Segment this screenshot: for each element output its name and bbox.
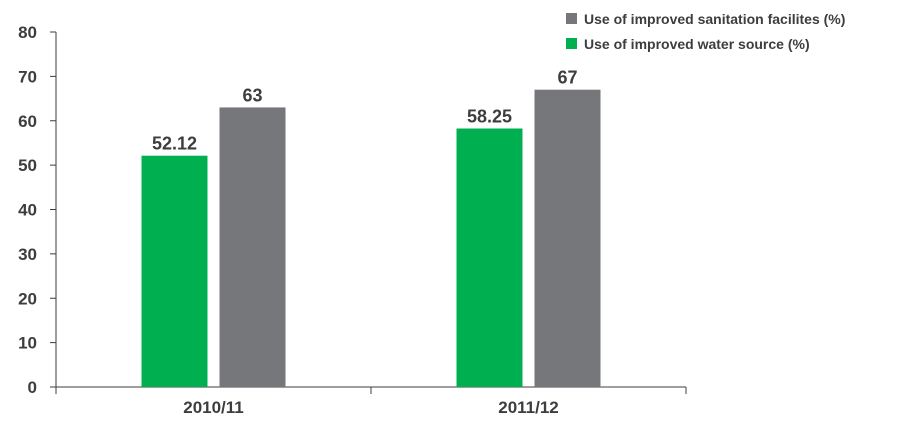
y-tick-label: 20 — [18, 289, 37, 308]
y-tick-label: 10 — [18, 334, 37, 353]
y-tick-label: 30 — [18, 245, 37, 264]
y-tick-label: 70 — [18, 67, 37, 86]
legend-label: Use of improved water source (%) — [584, 36, 810, 52]
legend-label: Use of improved sanitation facilites (%) — [584, 11, 845, 27]
legend-swatch — [566, 13, 577, 24]
y-tick-label: 40 — [18, 201, 37, 220]
bar — [456, 128, 523, 387]
y-tick-label: 50 — [18, 156, 37, 175]
data-label: 63 — [242, 85, 262, 105]
bar — [141, 155, 208, 387]
legend-swatch — [566, 38, 577, 49]
bar — [219, 107, 286, 387]
x-tick-label: 2010/11 — [183, 398, 244, 417]
bars — [141, 89, 601, 387]
y-tick-label: 0 — [28, 378, 37, 397]
bar — [534, 89, 601, 387]
data-label: 52.12 — [152, 134, 197, 154]
y-axis-tick-labels: 0 10 20 30 40 50 60 70 80 — [18, 23, 37, 397]
data-labels: 52.12 63 58.25 67 — [152, 68, 578, 154]
data-label: 58.25 — [467, 107, 512, 127]
data-label: 67 — [557, 68, 577, 88]
legend: Use of improved sanitation facilites (%)… — [566, 11, 845, 52]
x-tick-label: 2011/12 — [498, 398, 559, 417]
y-tick-label: 60 — [18, 112, 37, 131]
y-tick-label: 80 — [18, 23, 37, 42]
x-axis-tick-labels: 2010/11 2011/12 — [183, 398, 559, 417]
